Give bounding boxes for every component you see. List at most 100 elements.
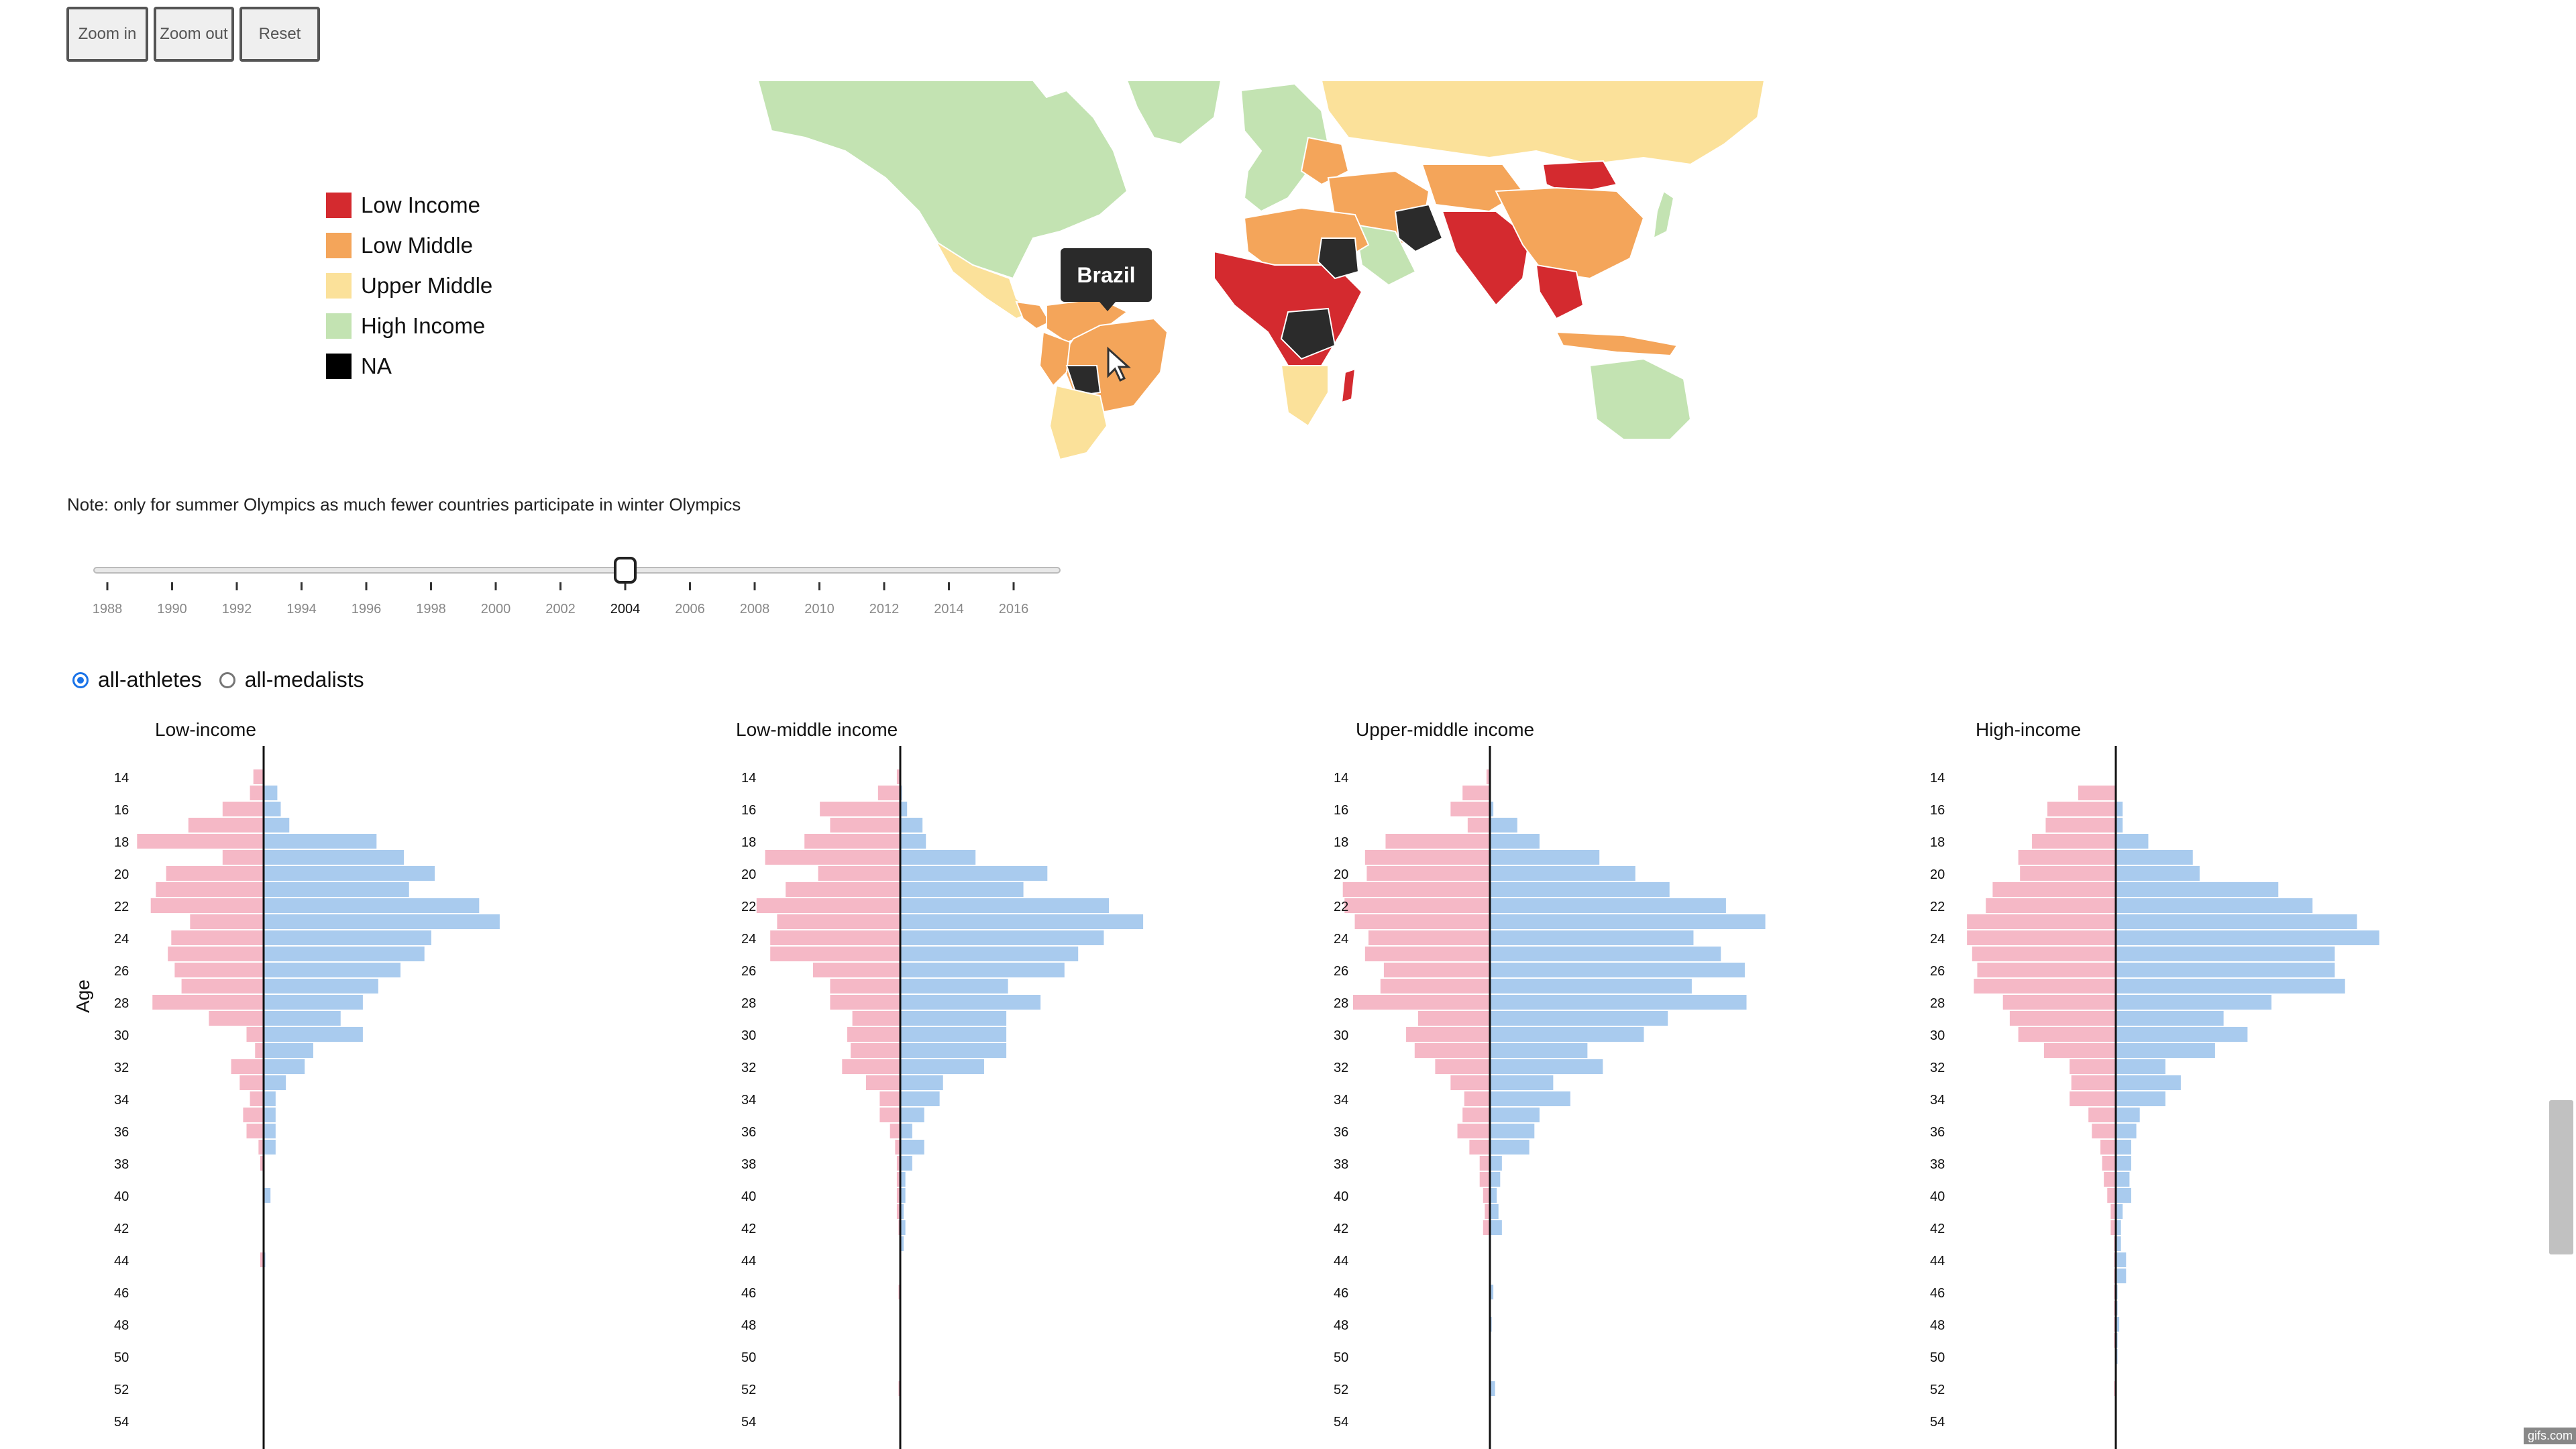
slider-year-label[interactable]: 2010 [804, 602, 835, 616]
bar-left [830, 818, 900, 833]
all-athletes-label[interactable]: all-athletes [98, 667, 202, 692]
age-tick-label: 22 [1334, 900, 1348, 914]
slider-year-label[interactable]: 1992 [222, 602, 252, 616]
bar-right [2116, 1317, 2120, 1332]
map-region-indonesia[interactable] [1555, 331, 1678, 357]
map-region-russia[interactable] [1320, 80, 1766, 166]
legend-swatch [326, 273, 352, 299]
bar-right [1490, 1220, 1502, 1235]
bar-right [2116, 882, 2279, 897]
map-region-southeast-asia[interactable] [1535, 264, 1585, 320]
world-income-map[interactable] [751, 77, 1771, 460]
bar-right [2116, 850, 2193, 865]
age-tick-label: 54 [741, 1415, 756, 1430]
bar-left [830, 995, 900, 1010]
slider-year-label[interactable]: 2006 [675, 602, 705, 616]
map-region-central-africa-na[interactable] [1280, 307, 1336, 360]
all-medalists-radio[interactable] [219, 672, 235, 688]
map-region-bolivia[interactable] [1065, 365, 1102, 397]
age-tick-label: 48 [1334, 1318, 1348, 1333]
legend-label: Low Income [361, 193, 480, 217]
bar-right [264, 1011, 341, 1026]
bar-left [253, 769, 264, 784]
slider-year-label[interactable]: 2002 [545, 602, 576, 616]
bar-right [2116, 1204, 2123, 1219]
slider-year-label[interactable]: 1994 [286, 602, 317, 616]
map-region-north-america[interactable] [757, 80, 1128, 280]
bar-right [1490, 1156, 1502, 1171]
age-tick-label: 18 [114, 835, 129, 850]
slider-year-label[interactable]: 2000 [481, 602, 511, 616]
legend-swatch [326, 354, 352, 379]
slider-year-label[interactable]: 2014 [934, 602, 964, 616]
bar-right [1490, 1108, 1540, 1122]
bar-right [2116, 1220, 2121, 1235]
all-athletes-radio[interactable] [72, 672, 89, 688]
year-slider[interactable]: 1988 1990 1992 1994 1996 1998 2000 2002 2004 2006… [87, 557, 1080, 637]
bar-left [2078, 786, 2116, 800]
map-region-arabia[interactable] [1354, 223, 1417, 286]
map-region-andes[interactable] [1038, 331, 1071, 387]
bar-right [2116, 1091, 2165, 1106]
slider-year-label[interactable]: 1998 [416, 602, 446, 616]
age-tick-label: 42 [741, 1222, 756, 1236]
zoom-in-button[interactable]: Zoom in [66, 7, 148, 62]
bar-right [1490, 802, 1494, 816]
bar-right [1490, 979, 1692, 994]
map-region-china[interactable] [1495, 186, 1645, 280]
bar-right [900, 1140, 924, 1155]
map-region-central-america[interactable] [1015, 301, 1051, 330]
bar-left [1450, 1075, 1490, 1090]
bar-right [1490, 1204, 1499, 1219]
map-region-europe[interactable] [1240, 83, 1330, 213]
bar-left [137, 834, 264, 849]
map-region-madagascar[interactable] [1340, 368, 1356, 404]
bar-right [1490, 898, 1726, 913]
slider-year-label[interactable]: 1990 [157, 602, 187, 616]
map-region-iran[interactable] [1394, 203, 1444, 253]
slider-year-label[interactable]: 2012 [869, 602, 900, 616]
reset-button[interactable]: Reset [239, 7, 320, 62]
bar-left [2071, 1075, 2116, 1090]
bar-right [264, 850, 405, 865]
age-tick-label: 42 [1334, 1222, 1348, 1236]
olympics-note: Note: only for summer Olympics as much f… [67, 494, 741, 515]
age-tick-label: 30 [1930, 1028, 1945, 1043]
map-region-southern-cone[interactable] [1049, 384, 1108, 460]
bar-left [1385, 834, 1490, 849]
bar-left [896, 1156, 900, 1171]
map-region-southern-africa[interactable] [1280, 365, 1329, 427]
slider-year-label[interactable]: 2004 [610, 602, 641, 616]
slider-year-label[interactable]: 2008 [740, 602, 770, 616]
page-scrollbar-thumb[interactable] [2549, 1100, 2573, 1254]
bar-left [246, 1027, 264, 1042]
all-medalists-label[interactable]: all-medalists [244, 667, 364, 692]
zoom-out-button[interactable]: Zoom out [154, 7, 234, 62]
age-tick-label: 52 [741, 1383, 756, 1397]
map-region-greenland[interactable] [1126, 80, 1222, 146]
legend-label: Low Middle [361, 233, 473, 258]
slider-track[interactable] [93, 567, 1061, 574]
bar-left [1406, 1027, 1490, 1042]
bar-left [2009, 1011, 2116, 1026]
bar-right [900, 979, 1008, 994]
age-tick-label: 52 [1334, 1383, 1348, 1397]
map-region-south-asia[interactable] [1441, 211, 1531, 307]
bar-right [900, 1108, 924, 1122]
age-tick-label: 54 [1930, 1415, 1945, 1430]
bar-right [900, 1236, 904, 1251]
bar-right [900, 882, 1024, 897]
slider-handle[interactable] [614, 557, 637, 584]
slider-year-label[interactable]: 1988 [93, 602, 123, 616]
bar-right [900, 1011, 1007, 1026]
map-region-australia[interactable] [1589, 358, 1692, 440]
slider-year-label[interactable]: 1996 [352, 602, 382, 616]
bar-left [1977, 963, 2116, 977]
legend-item-low-income: Low Income [326, 185, 492, 225]
map-region-japan[interactable] [1652, 190, 1675, 239]
age-tick-label: 44 [741, 1254, 756, 1269]
slider-year-label[interactable]: 2016 [999, 602, 1029, 616]
map-region-sudan[interactable] [1317, 237, 1360, 280]
bar-left [879, 1091, 900, 1106]
age-tick-label: 48 [114, 1318, 129, 1333]
